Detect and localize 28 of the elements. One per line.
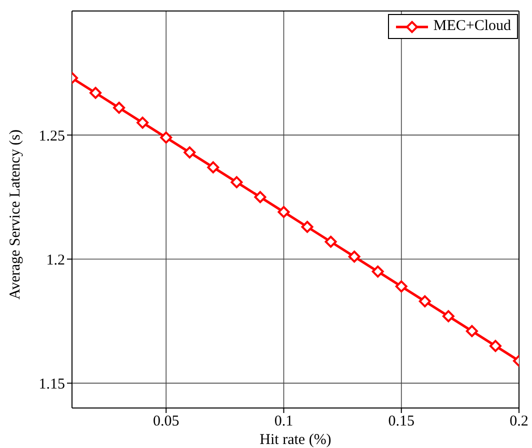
point [113, 102, 126, 114]
point [90, 86, 102, 99]
x-tick-label: 0.1 [274, 414, 294, 430]
point [348, 250, 360, 263]
point [254, 191, 266, 204]
point [230, 176, 243, 188]
x-tick-label: 0.05 [152, 414, 180, 430]
x-tick-label: 0.15 [388, 414, 414, 430]
point [324, 236, 337, 248]
y-tick-label: 1.25 [38, 128, 65, 144]
legend-label: MEC+Cloud [433, 18, 511, 35]
point [301, 220, 314, 233]
point [442, 310, 454, 322]
x-axis-title: Hit rate (%) [260, 432, 332, 448]
point [278, 206, 290, 218]
point [489, 340, 502, 352]
x-tick-label: 0.2 [510, 414, 528, 430]
point [372, 266, 384, 278]
point [418, 295, 431, 308]
y-tick-label: 1.15 [38, 376, 65, 393]
y-tick-label: 1.2 [46, 252, 65, 268]
point [136, 116, 149, 129]
point [395, 280, 408, 292]
point [466, 325, 478, 338]
point [184, 146, 196, 158]
point [160, 132, 172, 144]
y-axis-title: Average Service Latency (s) [7, 129, 24, 300]
point [207, 161, 220, 174]
